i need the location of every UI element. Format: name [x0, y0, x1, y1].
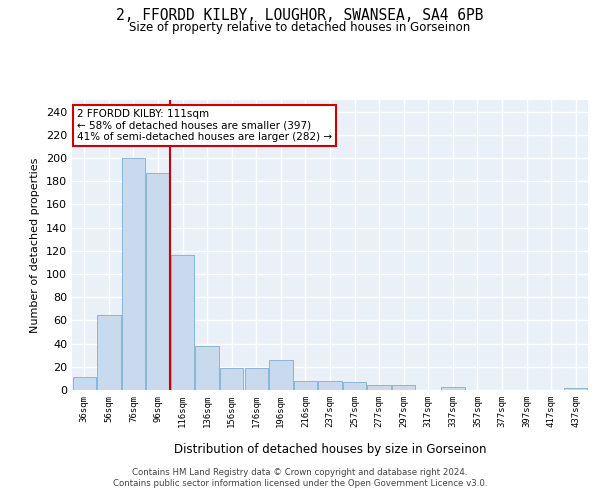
Bar — [319, 380, 341, 390]
Y-axis label: Number of detached properties: Number of detached properties — [31, 158, 40, 332]
Bar — [171, 256, 194, 390]
Bar — [245, 368, 268, 390]
Bar — [97, 314, 121, 390]
Bar — [367, 386, 391, 390]
Bar — [122, 158, 145, 390]
Bar — [392, 386, 415, 390]
Bar — [441, 386, 464, 390]
Text: Size of property relative to detached houses in Gorseinon: Size of property relative to detached ho… — [130, 21, 470, 34]
Text: Distribution of detached houses by size in Gorseinon: Distribution of detached houses by size … — [174, 442, 486, 456]
Bar — [564, 388, 587, 390]
Bar — [146, 173, 170, 390]
Text: 2, FFORDD KILBY, LOUGHOR, SWANSEA, SA4 6PB: 2, FFORDD KILBY, LOUGHOR, SWANSEA, SA4 6… — [116, 8, 484, 22]
Bar — [343, 382, 366, 390]
Text: 2 FFORDD KILBY: 111sqm
← 58% of detached houses are smaller (397)
41% of semi-de: 2 FFORDD KILBY: 111sqm ← 58% of detached… — [77, 108, 332, 142]
Bar — [294, 380, 317, 390]
Bar — [73, 377, 96, 390]
Bar — [196, 346, 219, 390]
Text: Contains HM Land Registry data © Crown copyright and database right 2024.
Contai: Contains HM Land Registry data © Crown c… — [113, 468, 487, 487]
Bar — [269, 360, 293, 390]
Bar — [220, 368, 244, 390]
